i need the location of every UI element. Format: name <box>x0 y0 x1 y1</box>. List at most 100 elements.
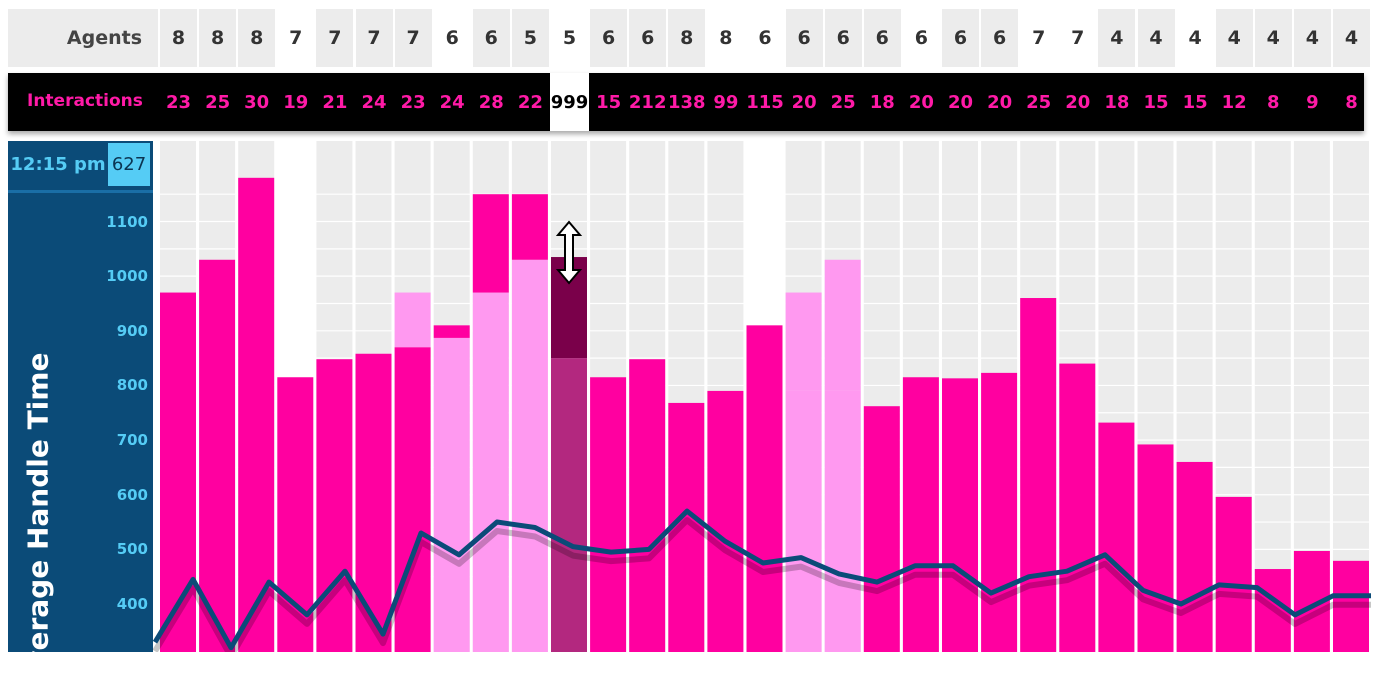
agents-label: Agents <box>66 27 142 49</box>
bar[interactable] <box>199 259 236 652</box>
bar[interactable] <box>238 177 275 652</box>
agent-count: 6 <box>472 9 510 67</box>
agent-count: 6 <box>824 9 862 67</box>
bar[interactable] <box>785 390 822 652</box>
interaction-count: 999 <box>550 73 589 131</box>
agent-count: 4 <box>1333 9 1370 67</box>
bar[interactable] <box>981 372 1018 652</box>
panel-divider <box>8 190 153 193</box>
bar[interactable] <box>863 406 900 652</box>
y-tick-label: 500 <box>116 540 148 559</box>
bar[interactable] <box>824 390 861 652</box>
agent-count: 8 <box>160 9 197 67</box>
bar-stack-segment[interactable] <box>785 292 822 391</box>
bar[interactable] <box>902 377 939 652</box>
bar-stack-segment[interactable] <box>394 292 431 348</box>
agent-count: 4 <box>1293 9 1331 67</box>
bar[interactable] <box>433 337 470 652</box>
agent-count: 6 <box>629 9 667 67</box>
bar-stack-segment[interactable] <box>824 259 861 391</box>
y-tick-label: 700 <box>116 431 148 450</box>
bar[interactable] <box>942 378 978 652</box>
bar[interactable] <box>394 347 431 652</box>
agents-header: Agents <box>8 9 158 67</box>
agent-count: 4 <box>1137 9 1175 67</box>
bar[interactable] <box>590 377 627 652</box>
agent-count: 4 <box>1188 27 1202 49</box>
column-background <box>1254 141 1291 652</box>
agent-count: 7 <box>316 9 354 67</box>
interaction-count: 22 <box>517 91 543 113</box>
interaction-count: 30 <box>244 91 270 113</box>
agent-count: 7 <box>394 9 432 67</box>
bar[interactable] <box>1020 298 1057 652</box>
interaction-count: 138 <box>668 91 706 113</box>
agent-count: 7 <box>1071 27 1085 49</box>
agent-count: 8 <box>238 9 276 67</box>
bar[interactable] <box>316 359 353 652</box>
agent-count: 8 <box>668 9 706 67</box>
selected-value: 627 <box>108 143 150 186</box>
bar[interactable] <box>1176 461 1213 652</box>
trend-line-shadow <box>152 517 1371 652</box>
interaction-count: 9 <box>1306 91 1319 113</box>
bar[interactable] <box>1215 496 1252 652</box>
bar-stack-segment[interactable] <box>511 194 548 260</box>
resize-handle-icon[interactable] <box>555 220 583 285</box>
interaction-count: 18 <box>869 91 895 113</box>
interaction-count: 115 <box>746 91 784 113</box>
bar[interactable] <box>511 259 548 652</box>
bar[interactable] <box>160 292 196 652</box>
interaction-count: 18 <box>1104 91 1130 113</box>
agent-count: 6 <box>758 27 772 49</box>
agent-count: 6 <box>914 27 928 49</box>
bar[interactable] <box>668 402 705 652</box>
agent-count: 6 <box>981 9 1019 67</box>
interaction-count: 8 <box>1267 91 1280 113</box>
agent-count: 6 <box>590 9 628 67</box>
agent-count: 5 <box>562 27 577 49</box>
bar[interactable] <box>707 390 744 652</box>
handle-time-chart[interactable] <box>0 0 1376 652</box>
interaction-count: 15 <box>596 91 622 113</box>
agent-count: 4 <box>1098 9 1136 67</box>
agent-count: 6 <box>942 9 979 67</box>
interaction-count: 99 <box>713 91 739 113</box>
interaction-count: 12 <box>1221 91 1247 113</box>
bar[interactable] <box>746 325 783 652</box>
bar[interactable] <box>551 358 587 652</box>
interaction-count: 23 <box>165 91 192 113</box>
agent-count: 5 <box>511 9 549 67</box>
y-tick-label: 1100 <box>106 212 148 231</box>
trend-line <box>152 508 1371 651</box>
interaction-count: 212 <box>628 91 667 113</box>
interaction-count: 15 <box>1143 91 1169 113</box>
interaction-count: 23 <box>400 91 426 113</box>
agent-count: 6 <box>785 9 823 67</box>
agent-count: 8 <box>199 9 237 67</box>
bar[interactable] <box>629 359 666 652</box>
interaction-count: 24 <box>361 91 387 113</box>
bar-stack-segment[interactable] <box>433 325 470 338</box>
agent-count: 4 <box>1215 9 1253 67</box>
selected-time: 12:15 pm <box>10 143 106 186</box>
agent-count: 4 <box>1254 9 1292 67</box>
interactions-label: Interactions <box>27 91 143 111</box>
y-axis-panel: 12:15 pm 627 Average Handle Time 400 500 6… <box>8 141 153 689</box>
agent-count: 6 <box>445 27 459 49</box>
agent-count: 8 <box>719 27 733 49</box>
y-tick-label: 900 <box>116 321 148 340</box>
interaction-count: 28 <box>478 91 504 113</box>
bar[interactable] <box>1059 363 1096 652</box>
bar[interactable] <box>472 292 509 652</box>
bar[interactable] <box>1137 444 1174 652</box>
bar[interactable] <box>1098 422 1135 652</box>
interaction-count: 20 <box>791 91 817 113</box>
interaction-count: 20 <box>1065 91 1091 113</box>
bar[interactable] <box>1333 560 1369 652</box>
bar-stack-segment[interactable] <box>472 194 509 293</box>
agent-count: 7 <box>1032 27 1046 49</box>
interaction-count: 20 <box>947 91 974 113</box>
y-tick-label: 600 <box>116 485 148 504</box>
interactions-bar: Interactions 23 25 30 19 21 24 23 24 28 22 999 15 21… <box>8 73 1364 131</box>
